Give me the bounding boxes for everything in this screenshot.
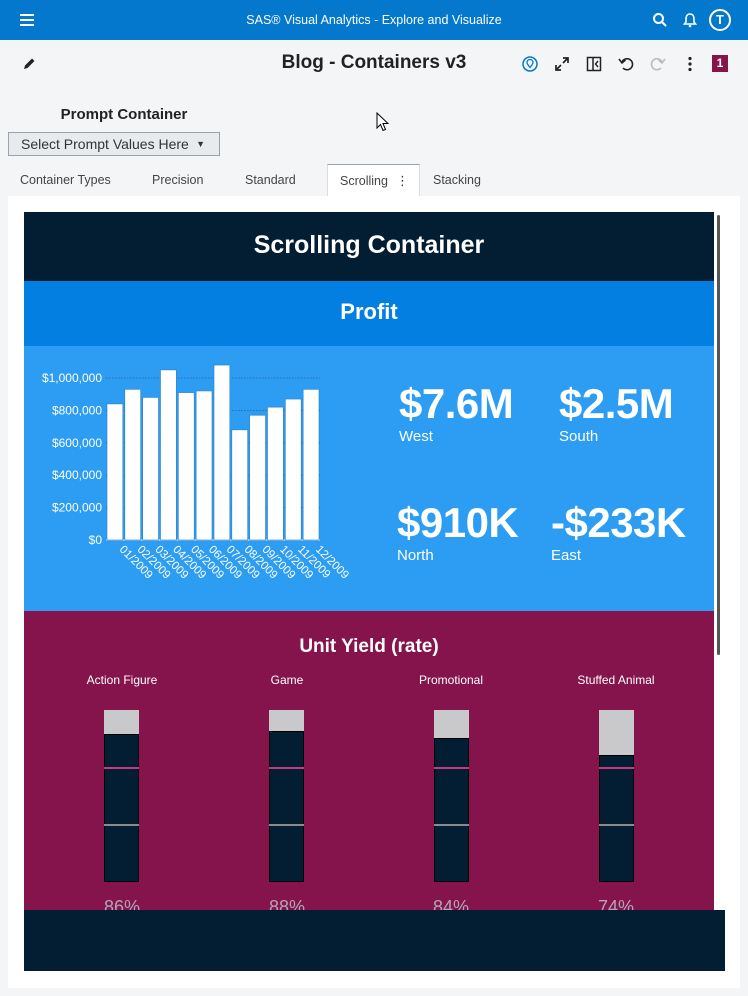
bar-02-2009[interactable]	[124, 389, 141, 541]
y-tick-label: $600,000	[52, 436, 102, 450]
gauge-label: Promotional	[418, 673, 484, 687]
gauge-target-line	[269, 767, 304, 769]
gauge-fill	[434, 738, 469, 882]
gauge-game[interactable]	[269, 710, 304, 882]
prompt-select-label: Select Prompt Values Here	[21, 136, 189, 152]
app-bar: SAS® Visual Analytics - Explore and Visu…	[0, 0, 748, 40]
gauge-remainder	[434, 710, 469, 740]
gauge-promotional[interactable]	[434, 710, 469, 882]
tab-more-icon[interactable]: ⋮	[396, 173, 409, 188]
gauge-remainder	[599, 710, 634, 757]
gauge-reference-line	[599, 824, 634, 826]
gauge-target-line	[104, 767, 139, 769]
panel-toggle-icon[interactable]	[585, 55, 603, 73]
bell-icon[interactable]	[681, 11, 699, 29]
tab-precision[interactable]: Precision	[152, 173, 204, 187]
scrolling-container-header: Scrolling Container	[24, 212, 714, 281]
search-icon[interactable]	[651, 11, 669, 29]
bar-07-2009[interactable]	[213, 364, 231, 541]
gauge-remainder	[269, 710, 304, 733]
tab-scrolling[interactable]: Scrolling ⋮	[327, 164, 420, 197]
unit-yield-title: Unit Yield (rate)	[299, 636, 439, 657]
profit-header: Profit	[24, 281, 714, 346]
gauge-fill	[599, 755, 634, 882]
kpi-north[interactable]: $910K North	[397, 499, 519, 564]
kpi-label: East	[551, 547, 582, 564]
gauge-label: Game	[270, 673, 304, 687]
tab-stacking[interactable]: Stacking	[433, 173, 481, 187]
chevron-down-icon: ▼	[196, 139, 205, 149]
bar-06-2009[interactable]	[195, 390, 213, 541]
user-avatar[interactable]: T	[709, 9, 731, 31]
prompt-container-title: Prompt Container	[60, 106, 188, 123]
kpi-south[interactable]: $2.5M South	[559, 380, 674, 445]
expand-icon[interactable]	[553, 55, 571, 73]
redo-icon[interactable]	[649, 55, 667, 73]
more-options-icon[interactable]	[681, 55, 699, 73]
y-tick-label: $800,000	[52, 403, 102, 417]
gauge-fill	[104, 734, 139, 882]
gauge-label: Action Figure	[86, 673, 158, 687]
report-toolbar: Blog - Containers v3 1	[0, 40, 748, 90]
y-tick-label: $0	[89, 533, 103, 547]
kpi-label: West	[399, 428, 433, 445]
profit-bar-chart[interactable]: $0 $200,000 $400,000 $600,000 $800,000 $1,000…	[24, 346, 354, 611]
gauge-target-line	[599, 767, 634, 769]
kpi-value: $910K	[397, 499, 519, 546]
bar-10-2009[interactable]	[267, 406, 284, 541]
y-tick-label: $400,000	[52, 468, 102, 482]
page-bottom-edge	[0, 988, 748, 996]
bar-05-2009[interactable]	[178, 392, 195, 541]
menu-icon[interactable]	[20, 14, 34, 26]
kpi-label: North	[397, 547, 434, 564]
undo-icon[interactable]	[617, 55, 635, 73]
tab-standard[interactable]: Standard	[245, 173, 296, 187]
bar-01-2009[interactable]	[106, 403, 124, 541]
tab-container-types[interactable]: Container Types	[20, 173, 111, 187]
gauge-reference-line	[269, 824, 304, 826]
y-tick-label: $200,000	[52, 501, 102, 515]
kpi-east[interactable]: -$233K East	[551, 499, 686, 564]
kpi-west[interactable]: $7.6M West	[399, 380, 514, 445]
bar-12-2009[interactable]	[302, 389, 320, 541]
page-badge[interactable]: 1	[712, 55, 728, 72]
gauge-reference-line	[434, 824, 469, 826]
kpi-value: $7.6M	[399, 380, 514, 427]
next-container-band	[24, 910, 725, 971]
page-tabs: Container Types Precision Standard Scrol…	[0, 164, 748, 197]
y-tick-label: $1,000,000	[42, 371, 102, 385]
gauge-label: Stuffed Animal	[577, 673, 655, 687]
gauge-target-line	[434, 767, 469, 769]
gauge-fill	[269, 731, 304, 882]
gauge-remainder	[104, 710, 139, 736]
gauge-reference-line	[104, 824, 139, 826]
kpi-label: South	[559, 428, 599, 445]
kpi-value: $2.5M	[559, 380, 674, 427]
bar-04-2009[interactable]	[160, 369, 177, 541]
gauge-action-figure[interactable]	[104, 710, 139, 882]
bar-03-2009[interactable]	[142, 397, 159, 541]
location-pin-icon[interactable]	[521, 55, 539, 73]
prompt-values-select[interactable]: Select Prompt Values Here ▼	[8, 132, 220, 156]
bar-09-2009[interactable]	[249, 414, 266, 541]
bar-11-2009[interactable]	[285, 398, 302, 541]
gauge-stuffed-animal[interactable]	[599, 710, 634, 882]
mouse-pointer-icon	[376, 112, 390, 132]
bar-08-2009[interactable]	[231, 429, 248, 541]
app-title: SAS® Visual Analytics - Explore and Visu…	[246, 13, 502, 27]
scrollbar-thumb[interactable]	[717, 215, 720, 655]
kpi-value: -$233K	[551, 499, 686, 546]
edit-pencil-icon[interactable]	[20, 55, 38, 73]
report-title: Blog - Containers v3	[281, 52, 467, 73]
